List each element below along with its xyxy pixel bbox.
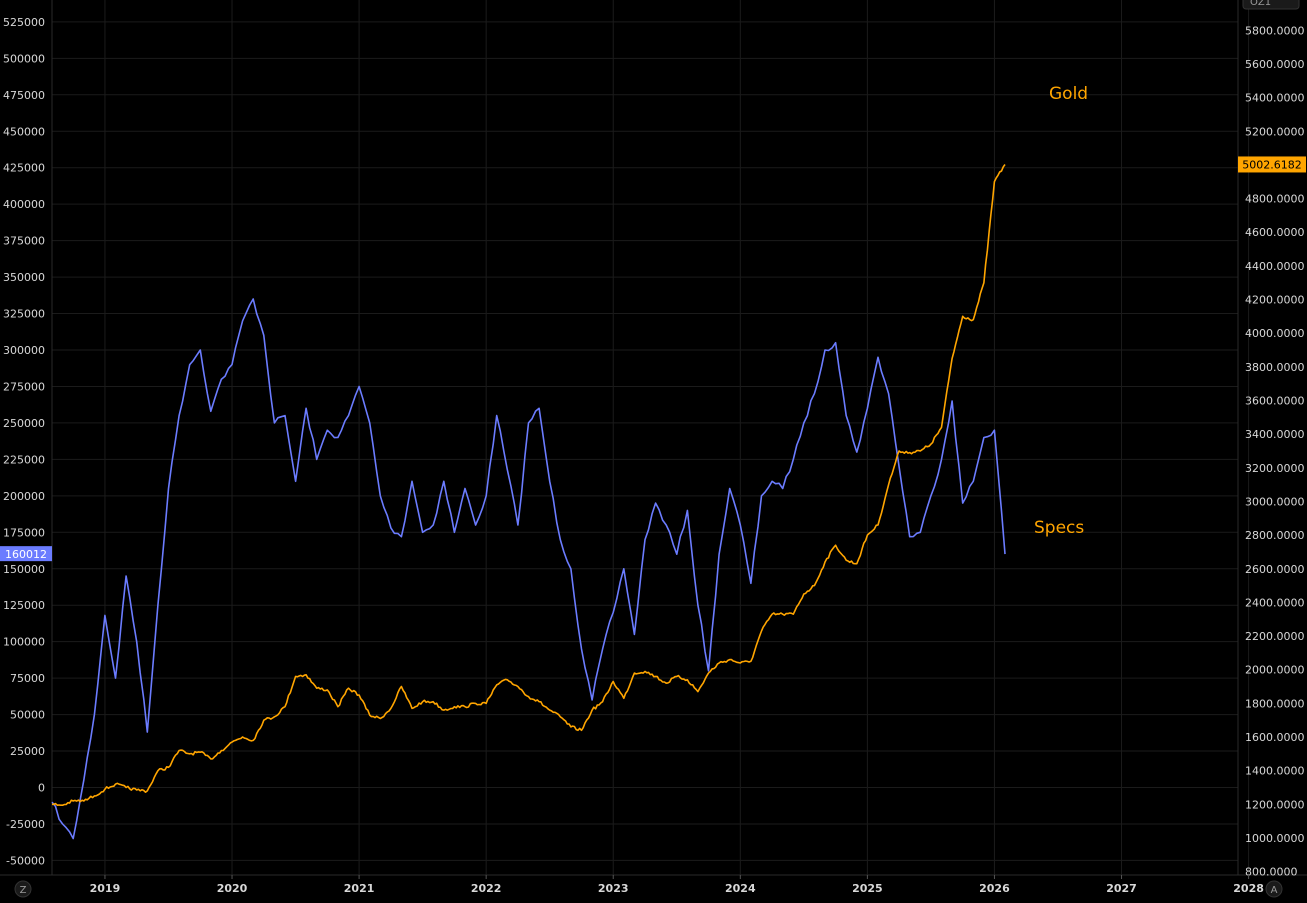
annotation-layer: Gold Specs: [1034, 84, 1088, 538]
left-tick-label: 100000: [3, 636, 45, 649]
right-axis-ticks: 800.0000 1000.0000 1200.0000 1400.0000 1600.…: [1245, 24, 1305, 878]
right-tick-label: 3200.0000: [1245, 462, 1305, 475]
gold-last-value-text: 5002.6182: [1242, 158, 1302, 171]
right-tick-label: 4400.0000: [1245, 260, 1305, 273]
left-tick-label: 225000: [3, 453, 45, 466]
x-tick-label: 2019: [90, 882, 121, 895]
left-tick-label: 275000: [3, 380, 45, 393]
right-tick-label: 1800.0000: [1245, 697, 1305, 710]
corner-label-z: Z: [20, 885, 27, 896]
right-tick-label: 1200.0000: [1245, 798, 1305, 811]
left-tick-label: -50000: [6, 854, 45, 867]
corner-label-a: A: [1271, 885, 1278, 896]
right-tick-label: 4200.0000: [1245, 294, 1305, 307]
left-tick-label: 475000: [3, 89, 45, 102]
gold-last-value-badge: [1238, 156, 1306, 173]
left-tick-label: 375000: [3, 235, 45, 248]
x-tick-label: 2024: [725, 882, 756, 895]
annotation-specs: Specs: [1034, 518, 1084, 538]
annotation-gold: Gold: [1049, 84, 1088, 104]
corner-button-bottom-right[interactable]: A: [1265, 880, 1283, 898]
right-tick-label: 5200.0000: [1245, 125, 1305, 138]
right-tick-label: 5400.0000: [1245, 92, 1305, 105]
left-tick-label: 400000: [3, 198, 45, 211]
x-tick-label: 2028: [1233, 882, 1264, 895]
right-tick-label: 5800.0000: [1245, 24, 1305, 37]
left-tick-label: 175000: [3, 526, 45, 539]
left-tick-label: 325000: [3, 308, 45, 321]
corner-button-bottom-left[interactable]: Z: [14, 880, 32, 898]
left-axis-ticks: -50000 -25000 0 25000 50000 75000 100000 125000…: [3, 16, 45, 868]
specs-last-value-badge: [0, 546, 52, 562]
x-tick-label: 2027: [1106, 882, 1137, 895]
right-tick-label: 4800.0000: [1245, 193, 1305, 206]
left-tick-label: 300000: [3, 344, 45, 357]
right-tick-label: 3000.0000: [1245, 495, 1305, 508]
right-tick-label: 1400.0000: [1245, 765, 1305, 778]
right-tick-label: 2400.0000: [1245, 596, 1305, 609]
right-tick-label: 2800.0000: [1245, 529, 1305, 542]
left-tick-label: 525000: [3, 16, 45, 29]
right-tick-label: 3800.0000: [1245, 361, 1305, 374]
series-line-gold: [52, 164, 1006, 806]
right-tick-label: 1000.0000: [1245, 832, 1305, 845]
left-tick-label: 25000: [10, 745, 45, 758]
x-axis-ticks: 2019 2020 2021 2022 2023 2024 2025 2026 2027 2028: [90, 875, 1264, 895]
series-line-specs: [51, 298, 1006, 840]
right-tick-label: 2000.0000: [1245, 664, 1305, 677]
left-tick-label: 250000: [3, 417, 45, 430]
x-tick-label: 2022: [471, 882, 502, 895]
right-tick-label: 1600.0000: [1245, 731, 1305, 744]
corner-button-top-right[interactable]: OZ1: [1242, 0, 1300, 10]
axes-frame: [0, 0, 1307, 876]
right-tick-label: 5600.0000: [1245, 58, 1305, 71]
left-tick-label: 75000: [10, 672, 45, 685]
right-tick-label: 3600.0000: [1245, 394, 1305, 407]
series-layer: [51, 164, 1006, 840]
right-tick-label: 2600.0000: [1245, 563, 1305, 576]
grid-lines: [52, 0, 1250, 875]
corner-label-top: OZ1: [1250, 0, 1271, 8]
left-tick-label: 425000: [3, 162, 45, 175]
left-tick-label: 0: [38, 782, 45, 795]
right-tick-label: 4000.0000: [1245, 327, 1305, 340]
left-tick-label: 150000: [3, 563, 45, 576]
right-tick-label: 3400.0000: [1245, 428, 1305, 441]
left-tick-label: 450000: [3, 125, 45, 138]
x-tick-label: 2021: [344, 882, 375, 895]
last-value-badges: 160012 5002.6182: [0, 156, 1306, 562]
specs-last-value-text: 160012: [5, 548, 47, 561]
x-tick-label: 2023: [598, 882, 629, 895]
left-tick-label: 200000: [3, 490, 45, 503]
right-tick-label: 4600.0000: [1245, 226, 1305, 239]
x-tick-label: 2026: [979, 882, 1010, 895]
left-tick-label: 350000: [3, 271, 45, 284]
left-tick-label: -25000: [6, 818, 45, 831]
right-tick-label: 800.0000: [1245, 866, 1298, 879]
right-tick-label: 2200.0000: [1245, 630, 1305, 643]
left-tick-label: 500000: [3, 52, 45, 65]
x-tick-label: 2025: [852, 882, 883, 895]
left-tick-label: 125000: [3, 599, 45, 612]
left-tick-label: 50000: [10, 709, 45, 722]
x-tick-label: 2020: [217, 882, 248, 895]
